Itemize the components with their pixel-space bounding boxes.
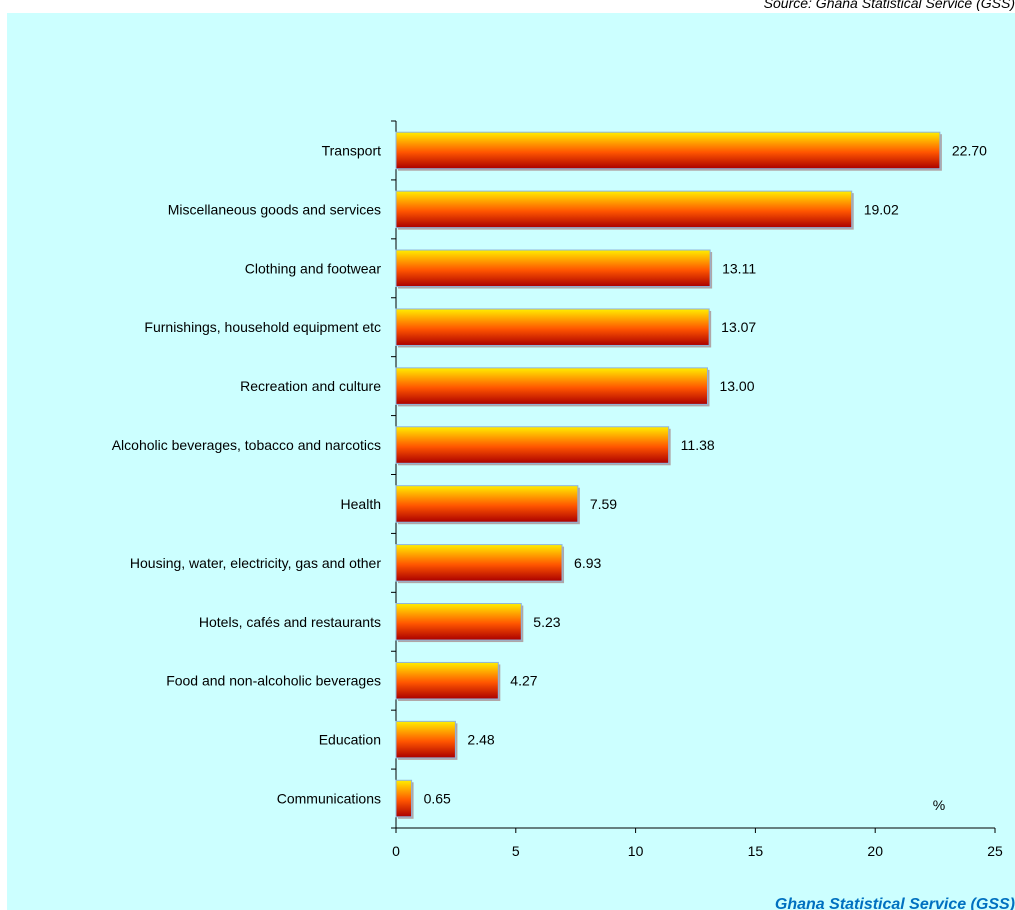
- bar: [395, 367, 708, 405]
- bars: [395, 131, 942, 819]
- category-label: Alcoholic beverages, tobacco and narcoti…: [112, 437, 381, 453]
- category-label: Clothing and footwear: [245, 260, 382, 276]
- bar: [395, 720, 456, 759]
- value-label: 5.23: [533, 614, 560, 630]
- value-label: 13.00: [719, 378, 754, 394]
- x-tick-label: 25: [987, 843, 1003, 859]
- bar: [395, 190, 853, 229]
- bar: [395, 131, 941, 170]
- value-label: 6.93: [574, 555, 601, 571]
- labels: 0 5 10 15 20 25 Transport 22.70 Miscellaneous go…: [112, 142, 1003, 859]
- x-tick-label: 20: [867, 843, 883, 859]
- value-label: 13.07: [721, 319, 756, 335]
- x-tick-label: 15: [748, 843, 764, 859]
- value-label: 4.27: [510, 673, 537, 689]
- category-label: Recreation and culture: [240, 378, 381, 394]
- value-label: 19.02: [864, 201, 899, 217]
- bar: [395, 603, 522, 641]
- bar: [395, 426, 670, 464]
- x-tick-label: 5: [512, 843, 520, 859]
- x-tick-label: 10: [628, 843, 644, 859]
- category-label: Hotels, cafés and restaurants: [199, 614, 381, 630]
- category-label: Communications: [277, 791, 381, 807]
- bar-chart: 0 5 10 15 20 25 Transport 22.70 Miscellaneous go…: [112, 120, 1003, 859]
- bar: [395, 485, 579, 523]
- bar: [395, 249, 711, 288]
- value-label: 0.65: [424, 791, 451, 807]
- x-tick-label: 0: [392, 843, 400, 859]
- value-label: 7.59: [590, 496, 617, 512]
- bar: [395, 308, 710, 346]
- category-label: Health: [341, 496, 381, 512]
- category-label: Miscellaneous goods and services: [168, 201, 381, 217]
- value-label: 22.70: [952, 142, 987, 158]
- category-label: Housing, water, electricity, gas and oth…: [130, 555, 381, 571]
- value-label: 13.11: [722, 260, 756, 276]
- chart-panel: 0 5 10 15 20 25 Transport 22.70 Miscellaneous go…: [7, 13, 1015, 910]
- category-label: Food and non-alcoholic beverages: [166, 673, 381, 689]
- category-label: Furnishings, household equipment etc: [144, 319, 381, 335]
- category-label: Education: [319, 732, 381, 748]
- source-note: Source: Ghana Statistical Service (GSS): [763, 0, 1015, 11]
- category-label: Transport: [322, 142, 382, 158]
- bar: [395, 779, 413, 818]
- bar: [395, 544, 563, 582]
- bar: [395, 661, 499, 700]
- value-label: 11.38: [681, 437, 715, 453]
- unit-label: %: [933, 797, 945, 813]
- axes: [391, 120, 996, 833]
- value-label: 2.48: [467, 732, 494, 748]
- footer-credit: Ghana Statistical Service (GSS): [774, 896, 1015, 910]
